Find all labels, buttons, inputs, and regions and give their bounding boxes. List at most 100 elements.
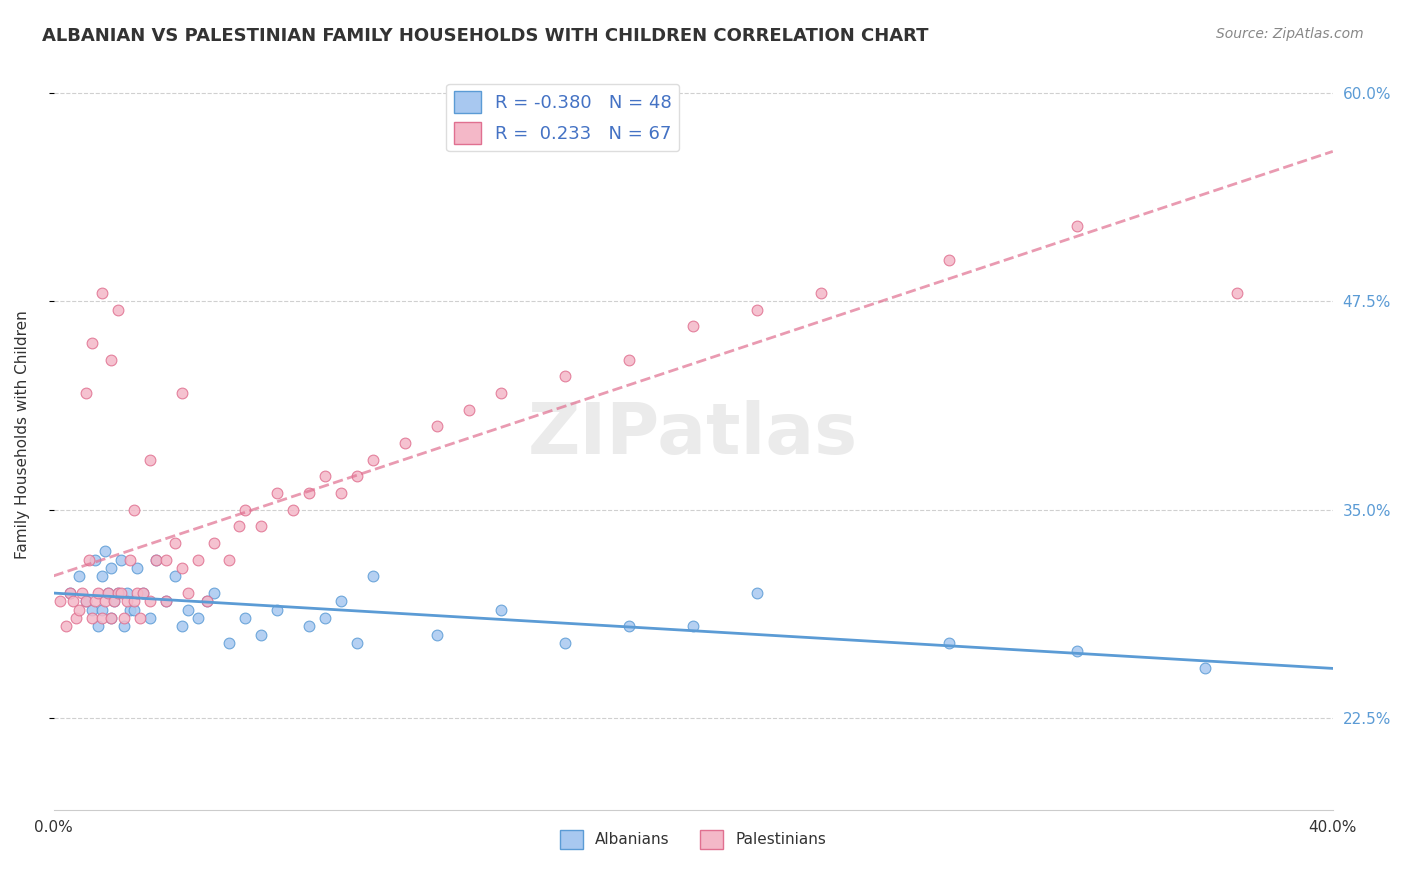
Point: [195, 594, 218, 608]
Point: [100, 611, 122, 625]
Point: [938, 252, 960, 267]
Point: [125, 586, 148, 600]
Point: [67, 569, 90, 583]
Legend: Albanians, Palestinians: Albanians, Palestinians: [554, 824, 832, 855]
Point: [458, 402, 481, 417]
Point: [75, 386, 97, 401]
Point: [125, 561, 148, 575]
Point: [491, 386, 513, 401]
Point: [112, 611, 135, 625]
Point: [107, 586, 129, 600]
Point: [72, 586, 94, 600]
Point: [554, 369, 576, 384]
Point: [138, 452, 160, 467]
Point: [110, 553, 132, 567]
Point: [100, 352, 122, 367]
Point: [165, 536, 187, 550]
Point: [228, 519, 250, 533]
Point: [100, 611, 122, 625]
Point: [59, 586, 82, 600]
Point: [110, 586, 132, 600]
Point: [132, 586, 155, 600]
Point: [810, 285, 832, 300]
Point: [235, 611, 257, 625]
Point: [65, 611, 87, 625]
Point: [235, 502, 257, 516]
Point: [186, 553, 208, 567]
Point: [283, 502, 305, 516]
Point: [218, 636, 240, 650]
Point: [155, 594, 177, 608]
Point: [122, 594, 145, 608]
Point: [938, 636, 960, 650]
Point: [165, 569, 187, 583]
Point: [554, 636, 576, 650]
Point: [75, 594, 97, 608]
Point: [330, 486, 353, 500]
Point: [314, 611, 336, 625]
Point: [115, 594, 138, 608]
Point: [177, 586, 200, 600]
Point: [77, 553, 100, 567]
Point: [298, 619, 321, 633]
Point: [346, 469, 368, 483]
Point: [87, 619, 110, 633]
Point: [426, 419, 449, 434]
Point: [59, 586, 82, 600]
Point: [107, 302, 129, 317]
Point: [250, 519, 273, 533]
Point: [103, 594, 125, 608]
Point: [363, 452, 385, 467]
Point: [747, 586, 769, 600]
Point: [363, 569, 385, 583]
Point: [112, 619, 135, 633]
Point: [84, 594, 107, 608]
Point: [120, 553, 142, 567]
Point: [426, 628, 449, 642]
Point: [1066, 219, 1088, 234]
Point: [90, 285, 112, 300]
Point: [619, 352, 641, 367]
Point: [218, 553, 240, 567]
Point: [49, 594, 72, 608]
Point: [129, 611, 152, 625]
Point: [120, 603, 142, 617]
Point: [90, 603, 112, 617]
Point: [177, 603, 200, 617]
Point: [138, 594, 160, 608]
Y-axis label: Family Households with Children: Family Households with Children: [15, 310, 30, 559]
Point: [682, 319, 704, 334]
Point: [170, 619, 193, 633]
Point: [55, 619, 77, 633]
Point: [314, 469, 336, 483]
Point: [97, 586, 120, 600]
Point: [186, 611, 208, 625]
Point: [330, 594, 353, 608]
Point: [298, 486, 321, 500]
Point: [170, 561, 193, 575]
Point: [682, 619, 704, 633]
Point: [155, 594, 177, 608]
Text: Source: ZipAtlas.com: Source: ZipAtlas.com: [1216, 27, 1364, 41]
Point: [115, 586, 138, 600]
Point: [145, 553, 167, 567]
Point: [346, 636, 368, 650]
Point: [266, 486, 288, 500]
Point: [103, 594, 125, 608]
Point: [97, 586, 120, 600]
Point: [619, 619, 641, 633]
Text: ZIPatlas: ZIPatlas: [529, 401, 858, 469]
Text: ALBANIAN VS PALESTINIAN FAMILY HOUSEHOLDS WITH CHILDREN CORRELATION CHART: ALBANIAN VS PALESTINIAN FAMILY HOUSEHOLD…: [42, 27, 929, 45]
Point: [80, 603, 103, 617]
Point: [107, 586, 129, 600]
Point: [87, 586, 110, 600]
Point: [155, 553, 177, 567]
Point: [195, 594, 218, 608]
Point: [80, 611, 103, 625]
Point: [202, 586, 225, 600]
Point: [122, 502, 145, 516]
Point: [138, 611, 160, 625]
Point: [132, 586, 155, 600]
Point: [170, 386, 193, 401]
Point: [84, 553, 107, 567]
